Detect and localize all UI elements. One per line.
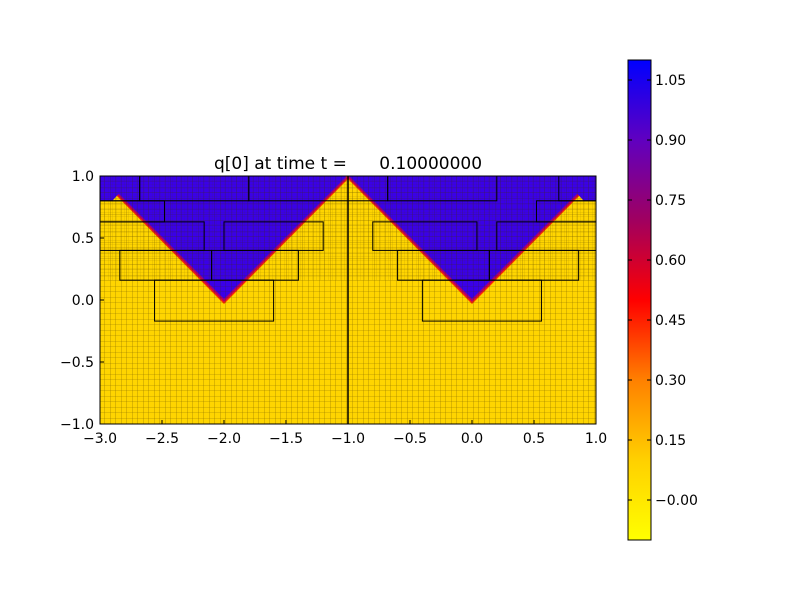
x-tick-label: −1.0 <box>331 431 365 447</box>
chart-title: q[0] at time t = 0.10000000 <box>214 154 482 174</box>
x-tick-label: −1.5 <box>269 431 303 447</box>
colorbar-frame <box>627 59 652 541</box>
patch-outline-18 <box>421 279 542 322</box>
patch-outline-11 <box>387 176 498 202</box>
colorbar-fill <box>628 60 651 540</box>
x-tick-label: −3.0 <box>83 431 117 447</box>
colorbar-tick-label: −0.00 <box>655 493 698 509</box>
y-tick-label: 0.5 <box>72 231 94 247</box>
y-tick-label: −1.0 <box>60 417 94 433</box>
x-tick-label: 0.5 <box>523 431 545 447</box>
x-axis-ticks: −3.0 −2.5 −2.0 −1.5 −1.0 −0.5 0.0 0.5 1.0 <box>83 420 607 447</box>
x-tick-label: 1.0 <box>585 431 607 447</box>
plot-area <box>100 176 596 424</box>
patch-outline-9 <box>154 279 275 322</box>
colorbar-ticks: −0.00 0.15 0.30 0.45 0.60 0.75 0.90 1.05 <box>628 73 698 509</box>
x-tick-label: −0.5 <box>393 431 427 447</box>
x-tick-label: −2.0 <box>207 431 241 447</box>
colorbar-tick-label: 0.75 <box>655 193 686 209</box>
colorbar-tick-label: 0.90 <box>655 133 686 149</box>
patch-outlines <box>100 176 596 424</box>
colorbar-tick-label: 0.45 <box>655 313 686 329</box>
x-tick-label: 0.0 <box>461 431 483 447</box>
x-tick-label: −2.5 <box>145 431 179 447</box>
colorbar-tick-label: 1.05 <box>655 73 686 89</box>
y-tick-label: 0.0 <box>72 293 94 309</box>
colorbar-tick-label: 0.30 <box>655 373 686 389</box>
colorbar-tick-label: 0.60 <box>655 253 686 269</box>
y-axis-ticks: −1.0 −0.5 0.0 0.5 1.0 <box>60 169 104 433</box>
y-tick-label: −0.5 <box>60 355 94 371</box>
colorbar: −0.00 0.15 0.30 0.45 0.60 0.75 0.90 1.05 <box>627 59 698 541</box>
y-tick-label: 1.0 <box>72 169 94 185</box>
colorbar-tick-label: 0.15 <box>655 433 686 449</box>
